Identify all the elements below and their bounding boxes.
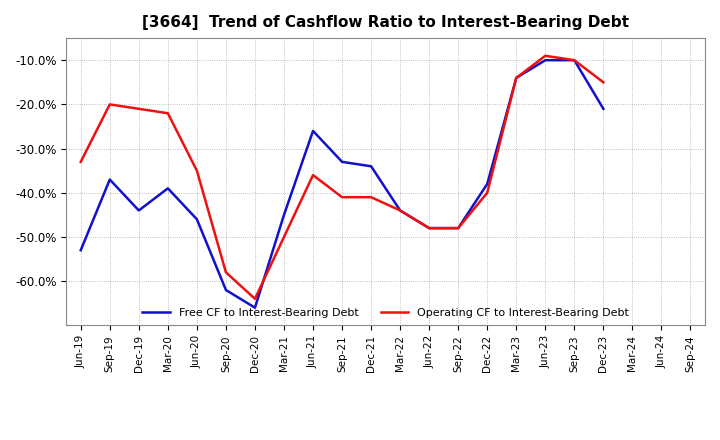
Line: Free CF to Interest-Bearing Debt: Free CF to Interest-Bearing Debt <box>81 60 603 308</box>
Free CF to Interest-Bearing Debt <box>396 208 405 213</box>
Free CF to Interest-Bearing Debt <box>222 287 230 293</box>
Operating CF to Interest-Bearing Debt <box>541 53 549 59</box>
Free CF to Interest-Bearing Debt <box>483 181 492 187</box>
Operating CF to Interest-Bearing Debt <box>454 225 462 231</box>
Operating CF to Interest-Bearing Debt <box>483 190 492 195</box>
Operating CF to Interest-Bearing Debt <box>105 102 114 107</box>
Operating CF to Interest-Bearing Debt <box>163 110 172 116</box>
Legend: Free CF to Interest-Bearing Debt, Operating CF to Interest-Bearing Debt: Free CF to Interest-Bearing Debt, Operat… <box>138 304 634 323</box>
Operating CF to Interest-Bearing Debt <box>192 168 201 173</box>
Title: [3664]  Trend of Cashflow Ratio to Interest-Bearing Debt: [3664] Trend of Cashflow Ratio to Intere… <box>142 15 629 30</box>
Free CF to Interest-Bearing Debt <box>135 208 143 213</box>
Operating CF to Interest-Bearing Debt <box>135 106 143 111</box>
Free CF to Interest-Bearing Debt <box>309 128 318 134</box>
Operating CF to Interest-Bearing Debt <box>251 296 259 301</box>
Free CF to Interest-Bearing Debt <box>454 225 462 231</box>
Line: Operating CF to Interest-Bearing Debt: Operating CF to Interest-Bearing Debt <box>81 56 603 299</box>
Free CF to Interest-Bearing Debt <box>570 58 579 63</box>
Free CF to Interest-Bearing Debt <box>599 106 608 111</box>
Operating CF to Interest-Bearing Debt <box>570 58 579 63</box>
Free CF to Interest-Bearing Debt <box>192 216 201 222</box>
Operating CF to Interest-Bearing Debt <box>338 194 346 200</box>
Operating CF to Interest-Bearing Debt <box>76 159 85 165</box>
Operating CF to Interest-Bearing Debt <box>599 80 608 85</box>
Operating CF to Interest-Bearing Debt <box>366 194 375 200</box>
Free CF to Interest-Bearing Debt <box>541 58 549 63</box>
Operating CF to Interest-Bearing Debt <box>396 208 405 213</box>
Operating CF to Interest-Bearing Debt <box>279 235 288 240</box>
Operating CF to Interest-Bearing Debt <box>512 75 521 81</box>
Free CF to Interest-Bearing Debt <box>76 248 85 253</box>
Free CF to Interest-Bearing Debt <box>279 212 288 217</box>
Free CF to Interest-Bearing Debt <box>163 186 172 191</box>
Free CF to Interest-Bearing Debt <box>425 225 433 231</box>
Free CF to Interest-Bearing Debt <box>338 159 346 165</box>
Free CF to Interest-Bearing Debt <box>251 305 259 310</box>
Operating CF to Interest-Bearing Debt <box>309 172 318 178</box>
Free CF to Interest-Bearing Debt <box>512 75 521 81</box>
Free CF to Interest-Bearing Debt <box>366 164 375 169</box>
Free CF to Interest-Bearing Debt <box>105 177 114 182</box>
Operating CF to Interest-Bearing Debt <box>222 270 230 275</box>
Operating CF to Interest-Bearing Debt <box>425 225 433 231</box>
